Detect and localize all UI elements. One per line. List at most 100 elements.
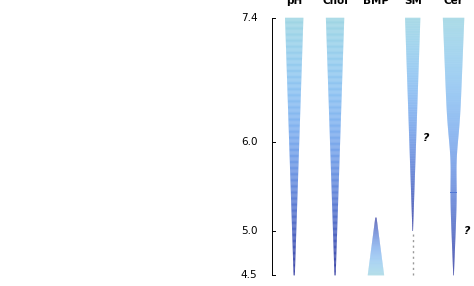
Polygon shape (412, 216, 413, 217)
Polygon shape (293, 260, 295, 261)
Polygon shape (453, 264, 454, 265)
Polygon shape (327, 55, 343, 56)
Polygon shape (445, 77, 462, 78)
Polygon shape (447, 121, 460, 122)
Polygon shape (448, 125, 459, 126)
Polygon shape (407, 64, 419, 65)
Polygon shape (411, 204, 414, 205)
Polygon shape (330, 158, 339, 159)
Polygon shape (410, 177, 415, 178)
Polygon shape (411, 196, 414, 197)
Polygon shape (285, 23, 303, 24)
Polygon shape (409, 114, 417, 115)
Polygon shape (409, 128, 417, 129)
Polygon shape (445, 71, 462, 72)
Polygon shape (450, 199, 456, 200)
Polygon shape (408, 104, 418, 105)
Polygon shape (452, 236, 456, 237)
Polygon shape (293, 269, 295, 270)
Polygon shape (290, 149, 299, 150)
Polygon shape (443, 21, 464, 22)
Polygon shape (451, 163, 456, 164)
Polygon shape (406, 42, 419, 43)
Polygon shape (328, 74, 342, 75)
Polygon shape (408, 93, 418, 94)
Polygon shape (293, 273, 295, 274)
Polygon shape (287, 79, 301, 80)
Polygon shape (290, 167, 299, 168)
Polygon shape (327, 35, 344, 36)
Polygon shape (446, 84, 462, 85)
Polygon shape (334, 262, 336, 263)
Polygon shape (409, 129, 417, 130)
Polygon shape (451, 168, 456, 169)
Polygon shape (331, 174, 339, 175)
Polygon shape (288, 118, 300, 119)
Polygon shape (334, 273, 336, 274)
Polygon shape (451, 201, 456, 202)
Polygon shape (331, 165, 339, 166)
Polygon shape (331, 166, 339, 167)
Polygon shape (334, 249, 337, 250)
Polygon shape (328, 73, 342, 74)
Polygon shape (452, 244, 455, 245)
Polygon shape (412, 218, 413, 219)
Polygon shape (285, 34, 303, 35)
Polygon shape (286, 51, 302, 52)
Polygon shape (329, 121, 341, 122)
Polygon shape (447, 107, 461, 108)
Polygon shape (289, 129, 300, 130)
Polygon shape (286, 56, 302, 57)
Polygon shape (330, 139, 340, 140)
Polygon shape (286, 57, 302, 58)
Polygon shape (408, 105, 417, 106)
Polygon shape (287, 67, 302, 68)
Polygon shape (293, 258, 295, 259)
Polygon shape (332, 196, 338, 197)
Polygon shape (451, 171, 456, 172)
Polygon shape (292, 216, 297, 217)
Polygon shape (407, 67, 419, 68)
Polygon shape (291, 177, 298, 178)
Polygon shape (447, 116, 460, 117)
Polygon shape (293, 268, 295, 269)
Polygon shape (406, 58, 419, 59)
Polygon shape (331, 178, 339, 179)
Polygon shape (410, 144, 416, 145)
Polygon shape (450, 153, 457, 154)
Polygon shape (451, 229, 456, 230)
Polygon shape (406, 32, 420, 33)
Polygon shape (447, 118, 460, 119)
Polygon shape (327, 33, 344, 34)
Polygon shape (331, 171, 339, 172)
Polygon shape (334, 251, 337, 252)
Polygon shape (443, 29, 464, 30)
Polygon shape (328, 84, 342, 85)
Polygon shape (334, 260, 336, 261)
Text: BMP: BMP (363, 0, 389, 6)
Polygon shape (411, 185, 415, 186)
Polygon shape (329, 111, 341, 112)
Polygon shape (326, 31, 344, 32)
Polygon shape (326, 22, 344, 23)
Polygon shape (443, 18, 464, 19)
Polygon shape (447, 103, 461, 104)
Polygon shape (292, 236, 296, 237)
Polygon shape (410, 168, 415, 169)
Polygon shape (445, 57, 463, 58)
Polygon shape (453, 261, 455, 262)
Polygon shape (444, 46, 463, 47)
Polygon shape (328, 78, 342, 79)
Polygon shape (291, 200, 297, 201)
Polygon shape (411, 189, 414, 190)
Polygon shape (285, 28, 303, 29)
Polygon shape (450, 185, 456, 186)
Polygon shape (450, 195, 456, 196)
Polygon shape (332, 208, 338, 209)
Polygon shape (331, 183, 339, 184)
Polygon shape (328, 98, 342, 99)
Polygon shape (292, 235, 296, 236)
Polygon shape (288, 110, 301, 111)
Polygon shape (444, 35, 464, 36)
Polygon shape (293, 263, 295, 264)
